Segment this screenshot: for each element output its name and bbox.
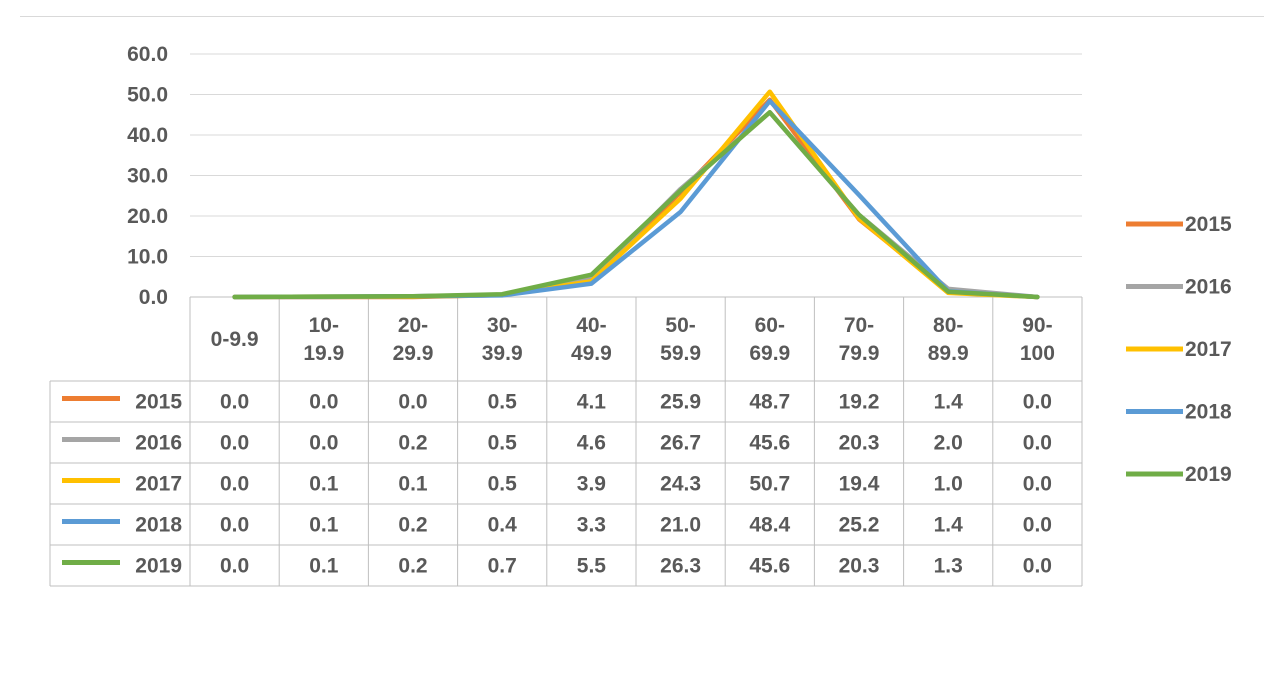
table-cell-value: 0.0 [1023,432,1052,455]
table-cell-value: 0.4 [488,514,518,537]
table-cell-value: 0.1 [398,473,428,496]
table-cell-value: 0.2 [398,555,427,578]
category-label: 0-9.9 [211,328,259,351]
legend-label: 2018 [1185,401,1232,424]
category-label: 10- [309,314,339,337]
legend-label: 2015 [1185,213,1232,236]
category-label: 49.9 [571,342,612,365]
legend-label: 2016 [1185,276,1232,299]
category-label: 30- [487,314,517,337]
table-cell-value: 0.5 [488,473,518,496]
table-cell-value: 0.1 [309,514,339,537]
category-label: 20- [398,314,428,337]
legend: 2015 2016 2017 2018 2019 [1126,213,1232,486]
category-label: 19.9 [303,342,344,365]
table-row-label: 2019 [135,555,182,578]
table-cell-value: 50.7 [749,473,790,496]
table-cell-value: 45.6 [749,555,790,578]
table-cell-value: 1.4 [934,391,964,414]
category-label: 79.9 [839,342,880,365]
chart-top-border [20,16,1264,17]
table-row-label: 2016 [135,432,182,455]
table-cell-value: 0.5 [488,391,518,414]
gridlines [190,53,1082,257]
category-label: 100 [1020,342,1055,365]
table-cell-value: 5.5 [577,555,607,578]
table-cell-value: 0.2 [398,514,427,537]
y-tick-label: 20.0 [127,205,168,228]
series-line [232,110,1040,300]
legend-label: 2017 [1185,338,1232,361]
y-tick-label: 40.0 [127,124,168,147]
table-cell-value: 26.7 [660,432,701,455]
table-cell-value: 21.0 [660,514,701,537]
y-tick-label: 30.0 [127,165,168,188]
category-label: 69.9 [749,342,790,365]
table-cell-value: 0.0 [1023,391,1052,414]
data-table: 0-9.9 10- 19.9 20- 29.9 30- 39.9 40- 49.9 50- 59.9… [49,296,1083,587]
category-label: 50- [665,314,695,337]
category-label: 60- [755,314,785,337]
table-cell-value: 0.0 [1023,473,1052,496]
table-cell-value: 4.6 [577,432,606,455]
y-tick-label: 10.0 [127,246,168,269]
category-label: 90- [1022,314,1052,337]
table-cell-value: 0.0 [220,555,249,578]
table-cell-value: 48.7 [749,391,790,414]
table-cell-value: 19.4 [839,473,880,496]
table-cell-value: 45.6 [749,432,790,455]
table-cell-value: 48.4 [749,514,790,537]
table-cell-value: 0.0 [309,391,338,414]
category-label: 40- [576,314,606,337]
table-cell-value: 25.2 [839,514,880,537]
table-cell-value: 20.3 [839,555,880,578]
series-lines [232,89,1040,300]
category-label: 29.9 [393,342,434,365]
table-cell-value: 1.0 [934,473,963,496]
table-cell-value: 0.7 [488,555,517,578]
table-cell-value: 0.2 [398,432,427,455]
table-cell-value: 24.3 [660,473,701,496]
table-cell-value: 1.4 [934,514,964,537]
category-label: 59.9 [660,342,701,365]
table-cell-value: 1.3 [934,555,963,578]
table-cell-value: 0.5 [488,432,518,455]
table-cell-value: 3.9 [577,473,606,496]
category-label: 39.9 [482,342,523,365]
table-cell-value: 0.0 [220,391,249,414]
category-label: 89.9 [928,342,969,365]
y-tick-label: 50.0 [127,84,168,107]
table-cell-value: 25.9 [660,391,701,414]
table-cell-value: 19.2 [839,391,880,414]
table-row-label: 2018 [135,514,182,537]
table-cell-value: 20.3 [839,432,880,455]
table-cell-value: 2.0 [934,432,963,455]
y-axis: 0.0 10.0 20.0 30.0 40.0 50.0 60.0 [127,43,168,309]
table-cell-value: 0.0 [220,473,249,496]
table-row-label: 2017 [135,473,182,496]
category-label: 70- [844,314,874,337]
table-cell-value: 0.0 [398,391,427,414]
category-label: 80- [933,314,963,337]
table-cell-value: 0.1 [309,555,339,578]
y-tick-label: 60.0 [127,43,168,66]
table-cell-value: 3.3 [577,514,606,537]
table-cell-value: 0.0 [1023,555,1052,578]
table-cell-value: 0.0 [220,432,249,455]
table-cell-value: 26.3 [660,555,701,578]
table-row-label: 2015 [135,391,182,414]
y-tick-label: 0.0 [139,286,168,309]
table-cell-value: 0.0 [1023,514,1052,537]
legend-label: 2019 [1185,463,1232,486]
table-cell-value: 4.1 [577,391,607,414]
table-cell-value: 0.0 [309,432,338,455]
table-cell-value: 0.1 [309,473,339,496]
table-cell-value: 0.0 [220,514,249,537]
